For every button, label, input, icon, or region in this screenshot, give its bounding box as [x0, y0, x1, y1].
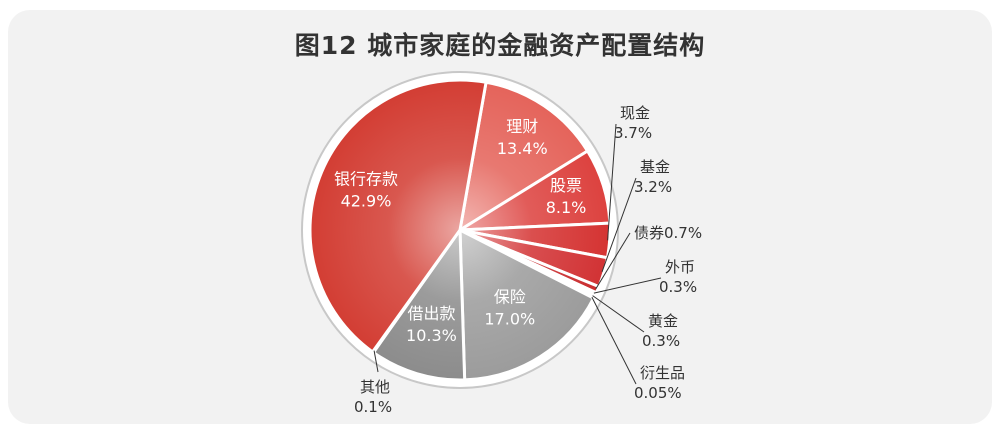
slice-label: 保险	[494, 288, 526, 307]
slice-value-label: 42.9%	[341, 191, 392, 210]
slice-value-label: 0.3%	[659, 278, 697, 296]
leader-line	[593, 277, 662, 294]
slice-label: 借出款	[407, 304, 455, 323]
leader-line	[601, 177, 637, 273]
slice-label: 银行存款	[334, 169, 398, 188]
slice-label: 股票	[550, 176, 582, 195]
slice-label: 基金	[640, 158, 670, 176]
slice-value-label: 17.0%	[484, 310, 535, 329]
leader-line	[595, 232, 631, 290]
slice-value-label: 0.1%	[354, 398, 392, 416]
leader-line	[607, 123, 617, 241]
slice-value-label: 0.3%	[642, 332, 680, 350]
slice-label: 理财	[506, 117, 538, 136]
slice-label: 外币	[665, 258, 695, 276]
chart-title: 图12 城市家庭的金融资产配置结构	[294, 31, 706, 60]
slice-value-label: 8.1%	[546, 198, 587, 217]
leader-line	[592, 295, 645, 333]
slice-value-label: 13.4%	[497, 139, 548, 158]
leader-line	[373, 350, 379, 373]
slice-value-label: 3.2%	[634, 178, 672, 196]
slice-value-label: 0.05%	[634, 384, 682, 402]
slice-value-label: 10.3%	[406, 326, 457, 345]
slice-label: 现金	[620, 104, 650, 122]
leader-line	[591, 296, 637, 385]
slice-value-label: 3.7%	[614, 124, 652, 142]
slice-label: 衍生品	[640, 364, 685, 382]
slice-label: 债券0.7%	[634, 224, 702, 242]
slice-label: 黄金	[648, 312, 678, 330]
slice-label: 其他	[360, 378, 390, 396]
